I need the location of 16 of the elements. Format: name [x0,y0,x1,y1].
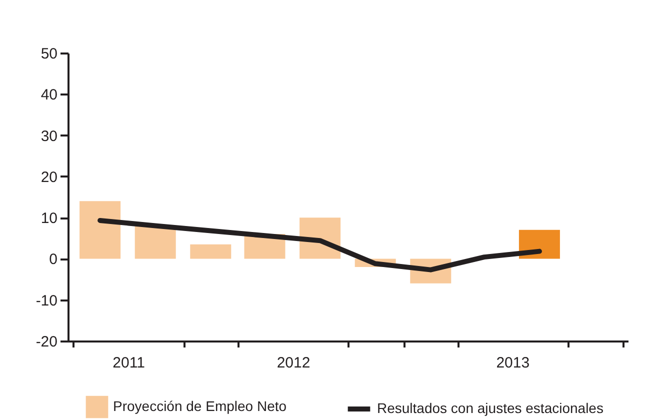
y-tick-label: 10 [40,210,58,228]
y-tick-label: -10 [36,292,58,310]
y-tick-label: 30 [40,128,58,145]
y-tick-label: 0 [49,251,58,268]
x-tick-label: 2013 [496,354,530,372]
bar [80,201,121,259]
y-tick-label: 40 [40,86,58,104]
bar [134,226,176,259]
x-tick-label: 2011 [112,354,145,372]
y-tick-label: 50 [40,46,58,62]
y-tick-label: -20 [36,334,58,350]
bar [190,244,232,259]
x-tick-label: 2012 [276,354,310,372]
legend-label: Resultados con ajustes estacionales [377,400,604,416]
y-tick-label: 20 [40,168,58,186]
legend-label: Proyección de Empleo Neto [113,398,287,414]
